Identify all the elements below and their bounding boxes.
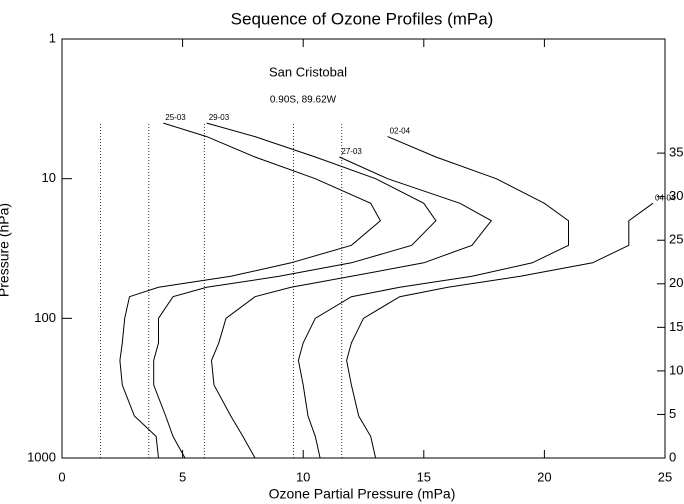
y-axis-label: Pressure (hPa) xyxy=(0,203,12,297)
y2-tick-label: 10 xyxy=(669,362,683,377)
x-tick-label: 0 xyxy=(58,469,65,484)
x-tick-label: 5 xyxy=(179,469,186,484)
annotation: 0.90S, 89.62W xyxy=(270,95,337,106)
series-label: 29-03 xyxy=(209,113,230,122)
y2-tick-label: 5 xyxy=(669,406,676,421)
y2-tick-label: 20 xyxy=(669,275,683,290)
profile-line xyxy=(297,136,569,459)
y2-tick-label: 25 xyxy=(669,232,683,247)
y-tick-label: 100 xyxy=(34,310,56,325)
series-label: 27-03 xyxy=(341,147,362,156)
y2-tick-label: 35 xyxy=(669,145,683,160)
x-tick-label: 10 xyxy=(296,469,310,484)
y2-tick-label: 30 xyxy=(669,188,683,203)
x-tick-label: 20 xyxy=(537,469,551,484)
y-tick-label: 1 xyxy=(49,30,56,45)
plot-frame xyxy=(61,38,666,459)
series-label: 02-04 xyxy=(390,127,411,136)
annotation: San Cristobal xyxy=(269,64,347,79)
profile-line xyxy=(119,122,382,459)
x-axis-label: Ozone Partial Pressure (mPa) xyxy=(269,486,456,502)
y2-tick-label: 0 xyxy=(669,449,676,464)
x-tick-label: 25 xyxy=(658,469,672,484)
chart-title: Sequence of Ozone Profiles (mPa) xyxy=(231,9,494,28)
profile-line xyxy=(210,156,493,459)
y-tick-label: 1000 xyxy=(27,449,56,464)
series-label: 25-03 xyxy=(165,113,186,122)
x-tick-label: 15 xyxy=(417,469,431,484)
y-tick-label: 10 xyxy=(42,170,56,185)
series-label: 04-04 xyxy=(655,193,676,202)
y2-tick-label: 15 xyxy=(669,319,683,334)
profile-line xyxy=(153,122,437,459)
profile-line xyxy=(346,202,654,459)
